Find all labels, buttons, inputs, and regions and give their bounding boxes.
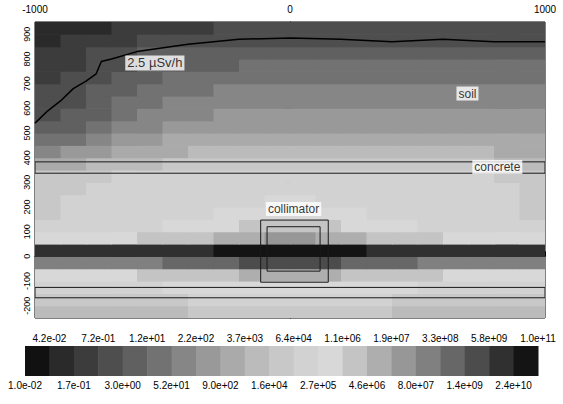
svg-text:1.0e+11: 1.0e+11 bbox=[520, 333, 556, 344]
svg-text:2.7e+05: 2.7e+05 bbox=[300, 380, 337, 391]
svg-text:soil: soil bbox=[458, 87, 476, 101]
svg-text:4.6e+06: 4.6e+06 bbox=[349, 380, 386, 391]
svg-text:300: 300 bbox=[22, 175, 32, 190]
svg-text:0: 0 bbox=[287, 4, 293, 15]
svg-text:500: 500 bbox=[22, 125, 32, 140]
svg-text:600: 600 bbox=[22, 101, 32, 116]
svg-text:1.9e+07: 1.9e+07 bbox=[373, 333, 410, 344]
svg-text:3.0e+00: 3.0e+00 bbox=[104, 380, 141, 391]
svg-text:2.5 µSv/h: 2.5 µSv/h bbox=[127, 55, 182, 70]
svg-text:2.2e+02: 2.2e+02 bbox=[178, 333, 215, 344]
svg-text:1.0e-02: 1.0e-02 bbox=[8, 380, 42, 391]
svg-text:collimator: collimator bbox=[268, 202, 319, 216]
svg-text:5.2e+01: 5.2e+01 bbox=[153, 380, 190, 391]
svg-text:5.8e+09: 5.8e+09 bbox=[471, 333, 508, 344]
svg-text:900: 900 bbox=[22, 27, 32, 42]
svg-text:200: 200 bbox=[22, 199, 32, 214]
svg-text:4.2e-02: 4.2e-02 bbox=[32, 333, 66, 344]
svg-text:concrete: concrete bbox=[474, 160, 520, 174]
svg-text:1.7e-01: 1.7e-01 bbox=[57, 380, 91, 391]
svg-text:3.7e+03: 3.7e+03 bbox=[227, 333, 264, 344]
svg-text:6.4e+04: 6.4e+04 bbox=[275, 333, 312, 344]
svg-text:7.2e-01: 7.2e-01 bbox=[81, 333, 115, 344]
svg-text:1.2e+01: 1.2e+01 bbox=[129, 333, 166, 344]
svg-text:8.0e+07: 8.0e+07 bbox=[398, 380, 435, 391]
svg-text:1.6e+04: 1.6e+04 bbox=[251, 380, 288, 391]
svg-text:1000: 1000 bbox=[534, 4, 557, 15]
svg-text:700: 700 bbox=[22, 76, 32, 91]
svg-text:-200: -200 bbox=[22, 297, 32, 315]
svg-text:1.1e+06: 1.1e+06 bbox=[324, 333, 361, 344]
svg-text:1.4e+09: 1.4e+09 bbox=[446, 380, 483, 391]
svg-text:3.3e+08: 3.3e+08 bbox=[422, 333, 459, 344]
svg-text:0: 0 bbox=[22, 254, 32, 259]
svg-text:800: 800 bbox=[22, 51, 32, 66]
svg-text:-100: -100 bbox=[22, 272, 32, 290]
svg-text:100: 100 bbox=[22, 224, 32, 239]
svg-text:400: 400 bbox=[22, 150, 32, 165]
svg-text:-1000: -1000 bbox=[22, 4, 48, 15]
svg-text:9.0e+02: 9.0e+02 bbox=[202, 380, 239, 391]
svg-text:2.4e+10: 2.4e+10 bbox=[495, 380, 532, 391]
